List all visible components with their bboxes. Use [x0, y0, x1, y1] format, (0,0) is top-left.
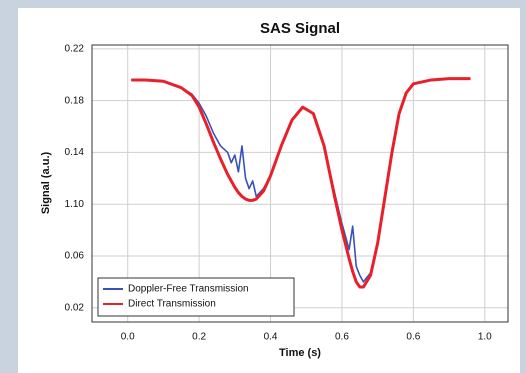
- y-axis-label: Signal (a.u.): [40, 151, 52, 214]
- x-tick-label: 0.6: [406, 332, 420, 343]
- x-axis-label: Time (s): [279, 347, 321, 359]
- y-tick-label: 0.02: [65, 302, 85, 313]
- series-line: [131, 77, 471, 289]
- x-tick-label: 0.4: [264, 332, 278, 343]
- x-tick-label: 0.6: [335, 332, 349, 343]
- x-tick-label: 0.2: [192, 332, 206, 343]
- plot-frame: [91, 44, 509, 323]
- legend-label: Direct Transmission: [128, 299, 216, 310]
- y-tick-label: 0.18: [65, 95, 85, 106]
- y-tick-label: 0.14: [65, 147, 85, 158]
- y-tick-label: 1.10: [65, 199, 85, 210]
- legend-label: Doppler-Free Transmission: [128, 284, 249, 295]
- y-tick-label: 0.22: [65, 44, 85, 55]
- x-tick-label: 1.0: [478, 332, 492, 343]
- legend-box: [97, 277, 295, 317]
- chart-title: SAS Signal: [260, 20, 340, 37]
- panel: [18, 8, 520, 373]
- y-tick-label: 0.06: [65, 251, 85, 262]
- x-tick-label: 0.0: [121, 332, 135, 343]
